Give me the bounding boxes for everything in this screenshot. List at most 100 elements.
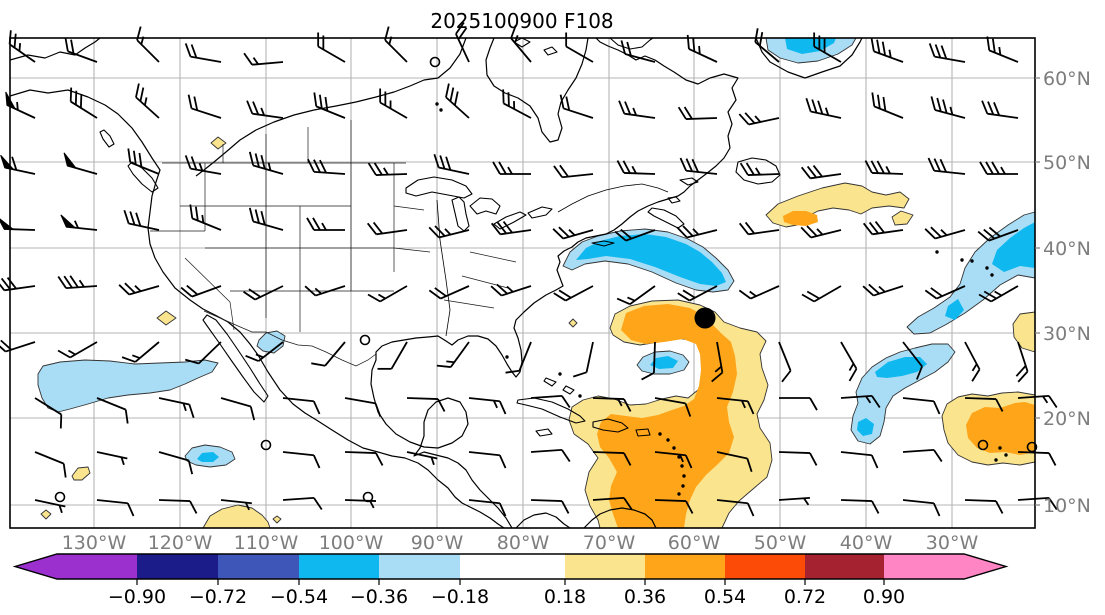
lake-outline [451, 196, 470, 232]
wind-barb [187, 94, 222, 119]
small-island-dot [994, 458, 998, 462]
wind-barb [8, 30, 36, 63]
island-outline [647, 207, 685, 229]
political-border [393, 247, 431, 253]
colorbar-tick-label: 0.54 [704, 586, 746, 608]
colorbar-extend-left [15, 554, 57, 579]
wind-barb [553, 285, 594, 302]
island-outline [609, 37, 654, 50]
colorbar-tick-label: 0.72 [784, 586, 826, 608]
political-border [461, 275, 509, 289]
wind-barb [282, 397, 321, 415]
wind-barb [377, 341, 408, 370]
coastline [370, 37, 739, 529]
wind-barb [677, 285, 718, 302]
wind-barb [158, 451, 194, 475]
calm-wind-circle [359, 334, 371, 346]
calm-wind-circle [260, 439, 272, 451]
anomaly-region-southwest-negative-core [197, 452, 219, 462]
wind-barb [654, 499, 694, 514]
colorbar-segment-orange [645, 554, 725, 579]
wind-barb [436, 341, 470, 368]
shaded-anomaly-regions [37, 37, 1036, 529]
y-tick-label: 40°N [1043, 238, 1091, 260]
wind-barb [616, 160, 656, 175]
wind-barb [964, 341, 981, 382]
anomaly-region-northeast-atlantic-negative-core [992, 222, 1035, 272]
anomaly-region-east-edge-positive-small [1012, 311, 1036, 353]
island-outline [127, 161, 159, 193]
wind-barb [530, 448, 571, 462]
lake-outline [493, 211, 527, 230]
wind-barb [902, 448, 943, 462]
wind-barb [1017, 394, 1058, 408]
wind-barb [505, 341, 532, 374]
colorbar-tick-label: 0.90 [863, 586, 905, 608]
x-tick-label: 120°W [148, 532, 213, 554]
wind-barb [243, 285, 284, 301]
small-island-dot [1004, 453, 1008, 457]
y-tick-label: 50°N [1043, 152, 1091, 174]
wind-barb [34, 499, 66, 514]
x-tick-label: 90°W [411, 532, 464, 554]
wind-barb [1017, 451, 1057, 466]
x-tick-label: 110°W [234, 532, 299, 554]
coastline [9, 37, 101, 61]
wind-barb [127, 148, 160, 175]
y-tick-label: 10°N [1043, 495, 1091, 517]
wind-barb [654, 397, 692, 417]
wind-barb [69, 87, 98, 119]
colorbar-outline [12, 553, 1009, 580]
anomaly-region-west-positive-sliver [71, 466, 91, 481]
anomaly-region-bermuda-caribbean-positive-core [597, 304, 737, 528]
y-tick-label: 20°N [1043, 408, 1091, 430]
small-island-dot [558, 372, 562, 376]
x-tick-label: 40°W [840, 532, 893, 554]
wind-barb [317, 32, 346, 63]
wind-barb [778, 496, 810, 506]
wind-barb [306, 217, 345, 231]
island-outline [562, 385, 575, 395]
wind-barb [800, 165, 842, 180]
wind-barb [979, 161, 1018, 175]
wind-barb [57, 341, 98, 359]
wind-barb [614, 228, 656, 242]
coastline [485, 37, 589, 143]
wind-barb [468, 397, 507, 415]
wind-barb [779, 397, 818, 411]
lake-outline [469, 197, 501, 215]
wind-barb [924, 285, 966, 300]
wind-barb [620, 40, 656, 63]
wind-barb [641, 341, 656, 381]
island-outline [543, 377, 557, 387]
wind-barb [928, 43, 966, 63]
colorbar-tick-label: −0.18 [431, 586, 489, 608]
wind-barb [592, 451, 632, 466]
wind-barb [964, 499, 1004, 514]
coastline [9, 89, 505, 529]
wind-barb [1015, 341, 1029, 383]
anomaly-region-baja-negative-small [256, 330, 286, 354]
axis-tick-labels: 130°W 120°W 110°W 100°W 90°W 80°W 70°W 60°W 50°W… [62, 68, 1091, 554]
small-island-dot [439, 108, 443, 112]
calm-wind-circle [362, 491, 374, 503]
anomaly-region-alberta-positive-diamond [210, 136, 227, 150]
small-island-dot [666, 438, 670, 442]
wind-barb [676, 225, 718, 239]
plot-title: 2025100900 F108 [430, 9, 613, 33]
colorbar-tick-label: −0.72 [189, 586, 247, 608]
island-outline [535, 428, 553, 437]
wind-barb [282, 496, 323, 510]
wind-barb [902, 341, 923, 380]
wind-barb [840, 341, 858, 382]
wind-barb [738, 112, 780, 126]
wind-barb [428, 285, 470, 300]
wind-barb [871, 92, 904, 119]
wind-barb [530, 394, 571, 408]
small-island-dot [677, 492, 681, 496]
wind-barb [840, 499, 880, 514]
colorbar-segment-pink [884, 554, 964, 579]
wind-barb [0, 277, 36, 292]
coastline [515, 512, 571, 529]
wind-barb [313, 92, 346, 119]
